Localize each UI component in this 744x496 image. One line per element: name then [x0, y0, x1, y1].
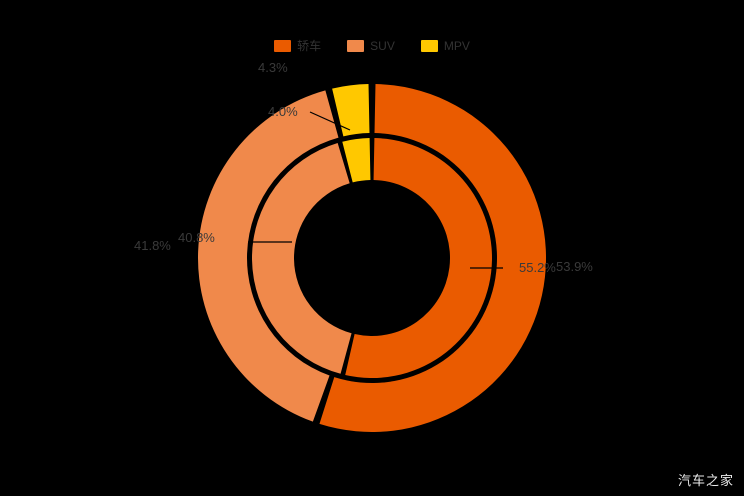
data-label-outer-sedan: 55.2% [519, 260, 556, 275]
watermark: 汽车之家 [677, 473, 734, 488]
legend-swatch-sedan [274, 40, 292, 52]
outer-slice-suv[interactable] [198, 90, 339, 422]
data-label-outer-suv: 40.8% [178, 230, 215, 245]
data-label-inner-mpv: 4.3% [258, 60, 288, 75]
data-label-inner-suv: 41.8% [134, 238, 171, 253]
outer-slice-sedan[interactable] [319, 84, 547, 433]
legend-item-mpv[interactable]: MPV [420, 39, 470, 53]
legend-item-sedan[interactable]: 轿车 [274, 40, 321, 52]
inner-slice-suv[interactable] [251, 143, 352, 374]
chart-legend: 轿车 SUV MPV [0, 40, 744, 52]
legend-label-suv: SUV [370, 39, 395, 53]
inner-ring [251, 138, 492, 378]
outer-slice-mpv[interactable] [332, 84, 370, 137]
outer-ring [198, 84, 547, 433]
legend-label-mpv: MPV [443, 39, 470, 53]
inner-slice-mpv[interactable] [342, 138, 371, 183]
leader-line-outer-mpv [309, 111, 351, 131]
legend-swatch-mpv [420, 40, 438, 52]
label-leader-lines [248, 111, 503, 269]
inner-slice-sedan[interactable] [345, 138, 492, 378]
data-label-inner-sedan: 53.9% [556, 259, 593, 274]
legend-label-sedan: 轿车 [297, 39, 322, 53]
legend-swatch-suv [347, 40, 365, 52]
data-label-outer-mpv: 4.0% [268, 104, 298, 119]
legend-item-suv[interactable]: SUV [347, 40, 395, 52]
